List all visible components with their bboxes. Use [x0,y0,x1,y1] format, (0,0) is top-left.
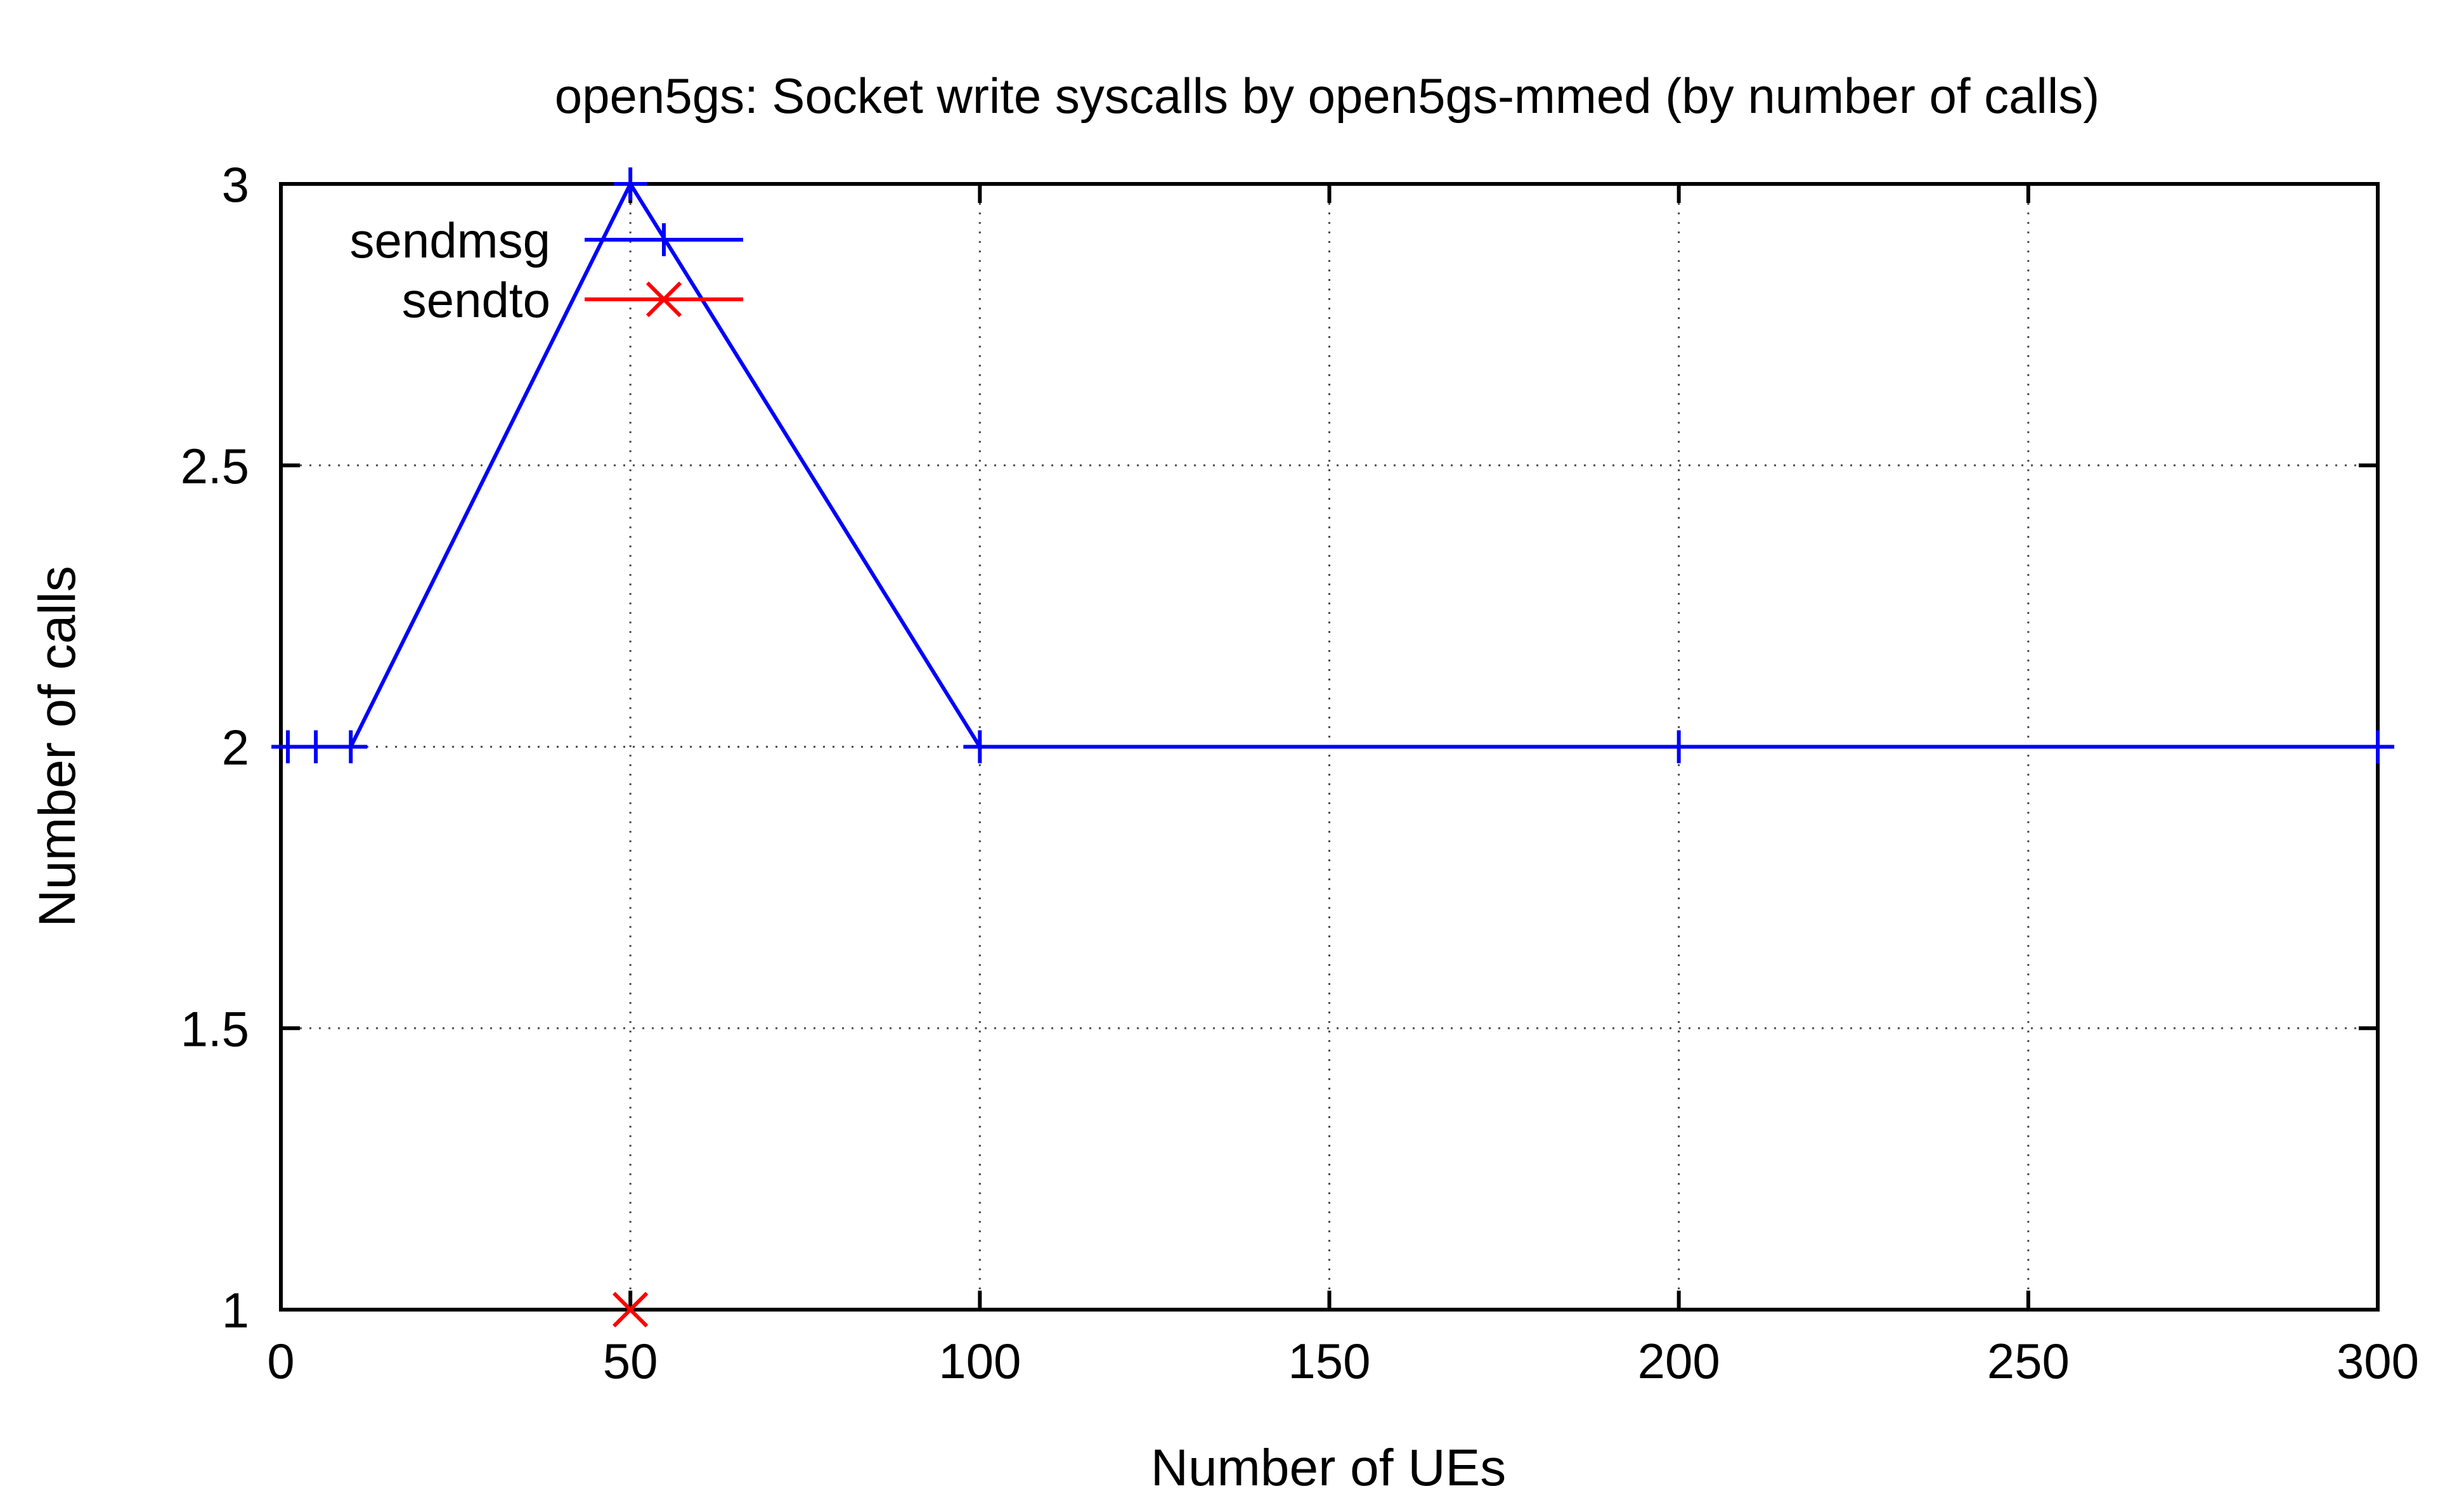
legend-label-sendmsg: sendmsg [350,212,551,268]
y-tick-label: 2 [222,720,249,776]
series-sendmsg [271,167,2394,764]
x-tick-labels: 0 50 100 150 200 250 300 [267,1333,2419,1389]
data-point-sendto [613,1291,649,1328]
x-tick-label: 100 [938,1333,1021,1389]
data-point-sendmsg [614,167,647,200]
y-tick-label: 1.5 [181,1001,249,1057]
y-tick-label: 2.5 [181,438,249,494]
x-axis-label: Number of UEs [1151,1439,1507,1497]
x-tick-label: 300 [2337,1333,2419,1389]
y-axis-label: Number of calls [29,566,86,927]
data-point-sendmsg [334,730,368,764]
y-tick-labels: 1 1.5 2 2.5 3 [181,157,249,1338]
series-sendto [613,1291,649,1328]
data-point-sendmsg [1662,730,1696,764]
y-tick-label: 3 [222,157,249,212]
legend-marker-sendmsg [647,223,680,256]
legend-marker-sendto [645,281,682,318]
data-point-sendmsg [271,730,305,764]
legend-label-sendto: sendto [402,272,550,328]
x-tick-label: 50 [603,1333,658,1389]
series [271,167,2394,1328]
x-tick-label: 150 [1288,1333,1370,1389]
data-point-sendmsg [2361,730,2394,764]
x-tick-label: 200 [1638,1333,1720,1389]
y-tick-label: 1 [222,1282,249,1338]
data-point-sendmsg [963,730,997,764]
x-tick-label: 250 [1987,1333,2070,1389]
series-line-sendmsg [288,182,2378,749]
data-point-sendmsg [299,730,333,764]
chart-title: open5gs: Socket write syscalls by open5g… [555,68,2099,124]
x-tick-label: 0 [267,1333,294,1389]
